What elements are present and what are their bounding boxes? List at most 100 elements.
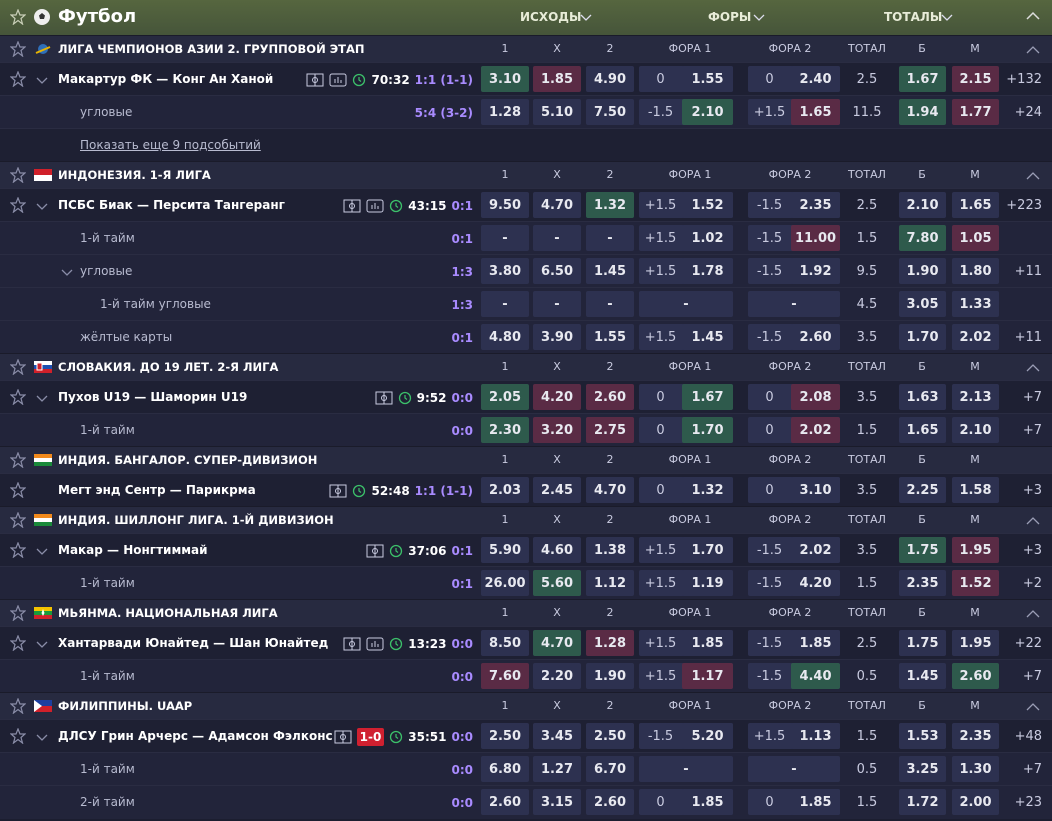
odd-cell[interactable]: 1.27 <box>533 756 581 782</box>
tab-chevron[interactable] <box>753 12 765 22</box>
odd-cell[interactable]: 2.13 <box>952 384 999 410</box>
odd-cell[interactable]: 6.70 <box>586 756 634 782</box>
handicap-odd[interactable]: 1.85 <box>682 789 733 815</box>
odd-cell[interactable]: - <box>481 291 529 317</box>
odd-cell[interactable]: 1.45 <box>899 663 946 689</box>
handicap-odd[interactable]: 1.92 <box>791 258 840 284</box>
odd-cell[interactable]: 2.60 <box>952 663 999 689</box>
odd-cell[interactable]: 2.03 <box>481 477 529 503</box>
odd-cell[interactable]: 4.60 <box>533 537 581 563</box>
odd-cell[interactable]: 2.35 <box>952 723 999 749</box>
odd-cell[interactable]: 2.10 <box>899 192 946 218</box>
more-markets[interactable]: +223 <box>1006 198 1042 213</box>
odd-cell[interactable]: 7.80 <box>899 225 946 251</box>
collapse-icon[interactable] <box>1026 11 1040 21</box>
odd-cell[interactable]: 1.90 <box>899 258 946 284</box>
collapse-icon[interactable] <box>1026 609 1040 619</box>
handicap-odd[interactable]: 2.02 <box>791 417 840 443</box>
more-markets[interactable]: +22 <box>1014 636 1042 651</box>
odd-cell[interactable]: 1.30 <box>952 756 999 782</box>
handicap-odd[interactable]: 1.52 <box>682 192 733 218</box>
odd-cell[interactable]: - <box>533 291 581 317</box>
collapse-icon[interactable] <box>1026 171 1040 181</box>
expand-chevron[interactable] <box>61 267 73 277</box>
odd-cell[interactable]: 5.90 <box>481 537 529 563</box>
odd-cell[interactable]: 1.33 <box>952 291 999 317</box>
odd-cell[interactable]: 6.80 <box>481 756 529 782</box>
handicap-odd[interactable]: 1.32 <box>682 477 733 503</box>
expand-chevron[interactable] <box>36 639 48 649</box>
tab-label[interactable]: ФОРЫ <box>708 10 752 24</box>
expand-chevron[interactable] <box>36 393 48 403</box>
handicap-odd[interactable]: 1.67 <box>682 384 733 410</box>
handicap-odd[interactable]: 1.78 <box>682 258 733 284</box>
handicap-odd[interactable]: 2.08 <box>791 384 840 410</box>
handicap-odd[interactable]: 1.13 <box>791 723 840 749</box>
odd-cell[interactable]: 1.28 <box>481 99 529 125</box>
odd-cell[interactable]: 3.15 <box>533 789 581 815</box>
odd-cell[interactable]: 1.63 <box>899 384 946 410</box>
handicap-odd[interactable]: 3.10 <box>791 477 840 503</box>
more-markets[interactable]: +2 <box>1022 576 1042 591</box>
odd-cell[interactable]: 5.60 <box>533 570 581 596</box>
expand-chevron[interactable] <box>36 201 48 211</box>
odd-cell[interactable]: 1.94 <box>899 99 946 125</box>
odd-cell[interactable]: 1.65 <box>952 192 999 218</box>
more-markets[interactable]: +7 <box>1022 762 1042 777</box>
odd-cell[interactable]: 7.50 <box>586 99 634 125</box>
odd-cell[interactable]: 2.50 <box>481 723 529 749</box>
handicap-odd[interactable]: 2.35 <box>791 192 840 218</box>
star-icon[interactable] <box>10 728 26 744</box>
odd-cell[interactable]: - <box>586 225 634 251</box>
odd-cell[interactable]: 1.75 <box>899 537 946 563</box>
handicap-odd[interactable]: 2.10 <box>682 99 733 125</box>
star-icon[interactable] <box>10 542 26 558</box>
more-markets[interactable]: +7 <box>1022 423 1042 438</box>
handicap-odd[interactable]: 1.70 <box>682 417 733 443</box>
odd-cell[interactable]: 1.80 <box>952 258 999 284</box>
star-icon[interactable] <box>10 167 26 183</box>
odd-cell[interactable]: 2.10 <box>952 417 999 443</box>
odd-cell[interactable]: - <box>586 291 634 317</box>
odd-cell[interactable]: 2.50 <box>586 723 634 749</box>
odd-cell[interactable]: 1.38 <box>586 537 634 563</box>
stats-icon[interactable] <box>366 199 384 213</box>
odd-cell[interactable]: 8.50 <box>481 630 529 656</box>
odd-cell[interactable]: 2.45 <box>533 477 581 503</box>
star-icon[interactable] <box>10 9 26 25</box>
handicap-odd[interactable]: 5.20 <box>682 723 733 749</box>
odd-cell[interactable]: 1.58 <box>952 477 999 503</box>
handicap-odd[interactable]: 1.85 <box>682 630 733 656</box>
handicap-odd[interactable]: 2.60 <box>791 324 840 350</box>
odd-cell[interactable]: 2.05 <box>481 384 529 410</box>
odd-cell[interactable]: 1.75 <box>899 630 946 656</box>
odd-cell[interactable]: 26.00 <box>481 570 529 596</box>
odd-cell[interactable]: 4.70 <box>533 630 581 656</box>
odd-cell[interactable]: 1.72 <box>899 789 946 815</box>
odd-cell[interactable]: 2.35 <box>899 570 946 596</box>
collapse-icon[interactable] <box>1026 363 1040 373</box>
tab-label[interactable]: ИСХОДЫ <box>520 10 582 24</box>
odd-cell[interactable]: 2.00 <box>952 789 999 815</box>
odd-cell[interactable]: 3.05 <box>899 291 946 317</box>
collapse-icon[interactable] <box>1026 702 1040 712</box>
handicap-odd[interactable]: 1.02 <box>682 225 733 251</box>
odd-cell[interactable]: 3.25 <box>899 756 946 782</box>
odd-cell[interactable]: 1.32 <box>586 192 634 218</box>
more-markets[interactable]: +3 <box>1022 483 1042 498</box>
odd-cell[interactable]: 1.52 <box>952 570 999 596</box>
field-icon[interactable] <box>366 544 384 558</box>
handicap-odd[interactable]: 1.17 <box>682 663 733 689</box>
more-markets[interactable]: +24 <box>1014 105 1042 120</box>
odd-cell[interactable]: 1.70 <box>899 324 946 350</box>
odd-cell[interactable]: 6.50 <box>533 258 581 284</box>
expand-chevron[interactable] <box>36 75 48 85</box>
odd-cell[interactable]: 1.55 <box>586 324 634 350</box>
more-markets[interactable]: +7 <box>1022 669 1042 684</box>
odd-cell[interactable]: 2.30 <box>481 417 529 443</box>
field-icon[interactable] <box>329 484 347 498</box>
odd-cell[interactable]: 2.60 <box>586 789 634 815</box>
more-markets[interactable]: +3 <box>1022 543 1042 558</box>
handicap-cell[interactable]: - <box>639 756 733 782</box>
tab-chevron[interactable] <box>580 12 592 22</box>
